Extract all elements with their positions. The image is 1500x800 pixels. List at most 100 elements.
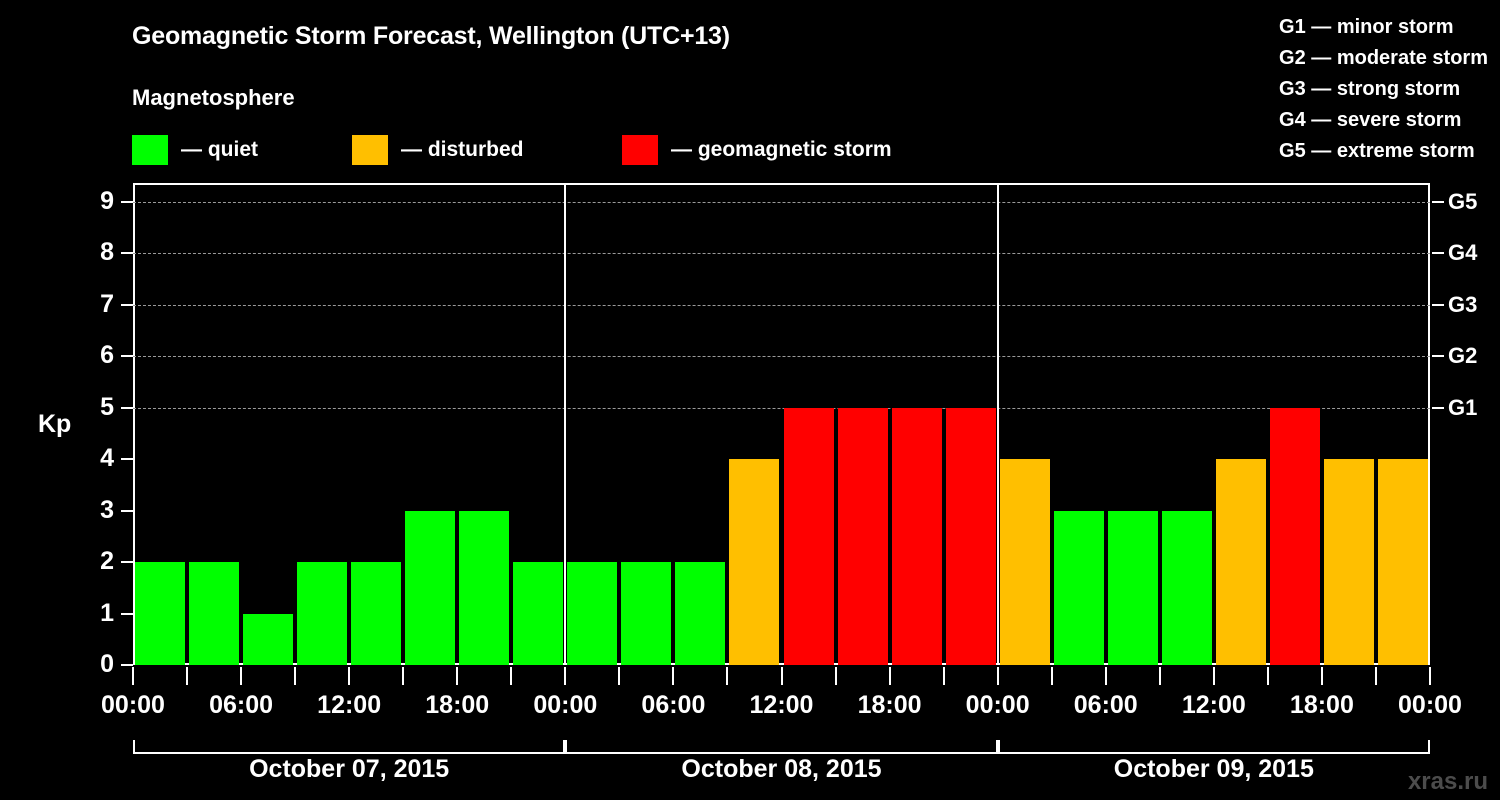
- g-tick-label-G3: G3: [1448, 291, 1478, 317]
- x-tick-mark: [240, 667, 243, 685]
- x-tick-label: 06:00: [209, 691, 274, 719]
- g-scale-row-3: G3 — strong storm: [1279, 78, 1461, 100]
- bar: [999, 459, 1050, 665]
- y-tick-label-6: 6: [100, 341, 114, 370]
- x-tick-label: 00:00: [533, 691, 598, 719]
- bar: [1161, 510, 1212, 665]
- g-scale-row-1: G1 — minor storm: [1279, 16, 1454, 38]
- date-bracket-3: [997, 740, 1430, 754]
- y-tick-mark-6: [121, 355, 133, 358]
- x-tick-mark: [1429, 667, 1431, 685]
- date-label-1: October 07, 2015: [249, 755, 450, 783]
- x-tick-mark: [672, 667, 675, 685]
- bar: [243, 613, 294, 665]
- x-tick-label: 06:00: [641, 691, 706, 719]
- legend-item-geomagnetic-storm: — geomagnetic storm: [622, 133, 892, 167]
- x-tick-label: 18:00: [1289, 691, 1354, 719]
- bar: [729, 459, 780, 665]
- g-scale-row-2: G2 — moderate storm: [1279, 47, 1488, 69]
- legend-swatch-disturbed: [352, 135, 388, 165]
- x-tick-label: 18:00: [425, 691, 490, 719]
- y-tick-mark-1: [121, 612, 133, 615]
- x-tick-mark: [402, 667, 405, 685]
- date-label-3: October 09, 2015: [1113, 755, 1314, 783]
- y-tick-label-7: 7: [100, 289, 114, 318]
- legend-label-geomagnetic-storm: — geomagnetic storm: [671, 138, 892, 161]
- bar: [513, 562, 564, 665]
- g-tick-mark-G1: [1432, 406, 1444, 409]
- bar: [1269, 407, 1320, 665]
- y-tick-mark-3: [121, 509, 133, 512]
- x-tick-mark: [1374, 667, 1377, 685]
- bar: [1215, 459, 1266, 665]
- legend-swatch-quiet: [132, 135, 168, 165]
- x-tick-mark: [618, 667, 621, 685]
- bar: [945, 407, 996, 665]
- x-tick-label: 12:00: [749, 691, 814, 719]
- x-tick-mark: [942, 667, 945, 685]
- x-tick-label: 00:00: [101, 691, 165, 719]
- y-tick-mark-7: [121, 303, 133, 306]
- x-tick-mark: [888, 667, 891, 685]
- plot-canvas: [133, 183, 1430, 665]
- g-tick-label-G4: G4: [1448, 240, 1478, 266]
- g-tick-label-G1: G1: [1448, 394, 1478, 420]
- page-title: Geomagnetic Storm Forecast, Wellington (…: [132, 22, 730, 50]
- y-tick-label-5: 5: [100, 392, 114, 421]
- legend-label-disturbed: — disturbed: [401, 138, 524, 161]
- x-tick-label: 06:00: [1073, 691, 1138, 719]
- gridline-kp-6: [133, 356, 1430, 358]
- day-divider: [996, 183, 999, 665]
- gridline-kp-5: [133, 407, 1430, 409]
- x-tick-label: 12:00: [1181, 691, 1246, 719]
- x-tick-mark: [1104, 667, 1107, 685]
- bar: [1107, 510, 1158, 665]
- y-tick-mark-9: [121, 201, 133, 203]
- day-divider: [564, 183, 567, 665]
- y-tick-mark-5: [121, 406, 133, 409]
- gridline-kp-9: [133, 202, 1430, 203]
- y-tick-mark-0: [121, 664, 133, 666]
- x-tick-mark: [348, 667, 351, 685]
- y-tick-label-3: 3: [100, 495, 114, 524]
- y-tick-label-0: 0: [100, 650, 114, 678]
- bar: [189, 562, 240, 665]
- g-tick-mark-G2: [1432, 355, 1444, 358]
- bar: [135, 562, 186, 665]
- legend-item-quiet: — quiet: [132, 133, 258, 167]
- g-tick-mark-G5: [1432, 201, 1444, 203]
- x-tick-mark: [1320, 667, 1323, 685]
- x-tick-label: 12:00: [317, 691, 382, 719]
- y-tick-mark-2: [121, 561, 133, 564]
- y-axis-label: Kp: [38, 410, 72, 438]
- chart-subtitle: Magnetosphere: [132, 85, 295, 110]
- legend-swatch-geomagnetic-storm: [622, 135, 658, 165]
- date-bracket-1: [133, 740, 566, 754]
- date-bracket-2: [565, 740, 998, 754]
- plot-frame: [133, 183, 1430, 665]
- bar: [1323, 459, 1374, 665]
- x-tick-label: 00:00: [1398, 691, 1462, 719]
- g-tick-mark-G4: [1432, 252, 1444, 255]
- bar: [459, 510, 510, 665]
- y-tick-label-2: 2: [100, 547, 114, 576]
- watermark: xras.ru: [1407, 768, 1488, 795]
- x-tick-mark: [834, 667, 837, 685]
- gridline-kp-7: [133, 304, 1430, 306]
- x-tick-mark: [726, 667, 729, 685]
- y-tick-mark-4: [121, 458, 133, 461]
- legend-item-disturbed: — disturbed: [352, 133, 524, 167]
- x-tick-mark: [564, 667, 567, 685]
- g-scale-legend: G1 — minor storm G2 — moderate storm G3 — …: [1279, 12, 1488, 167]
- g-scale-row-4: G4 — severe storm: [1279, 109, 1462, 131]
- g-tick-label-G5: G5: [1448, 189, 1478, 214]
- bar: [297, 562, 348, 665]
- bar: [783, 407, 834, 665]
- g-scale-row-5: G5 — extreme storm: [1279, 140, 1475, 162]
- x-tick-mark: [1050, 667, 1053, 685]
- x-tick-mark: [456, 667, 459, 685]
- bar: [837, 407, 888, 665]
- bar: [405, 510, 456, 665]
- bar: [1053, 510, 1104, 665]
